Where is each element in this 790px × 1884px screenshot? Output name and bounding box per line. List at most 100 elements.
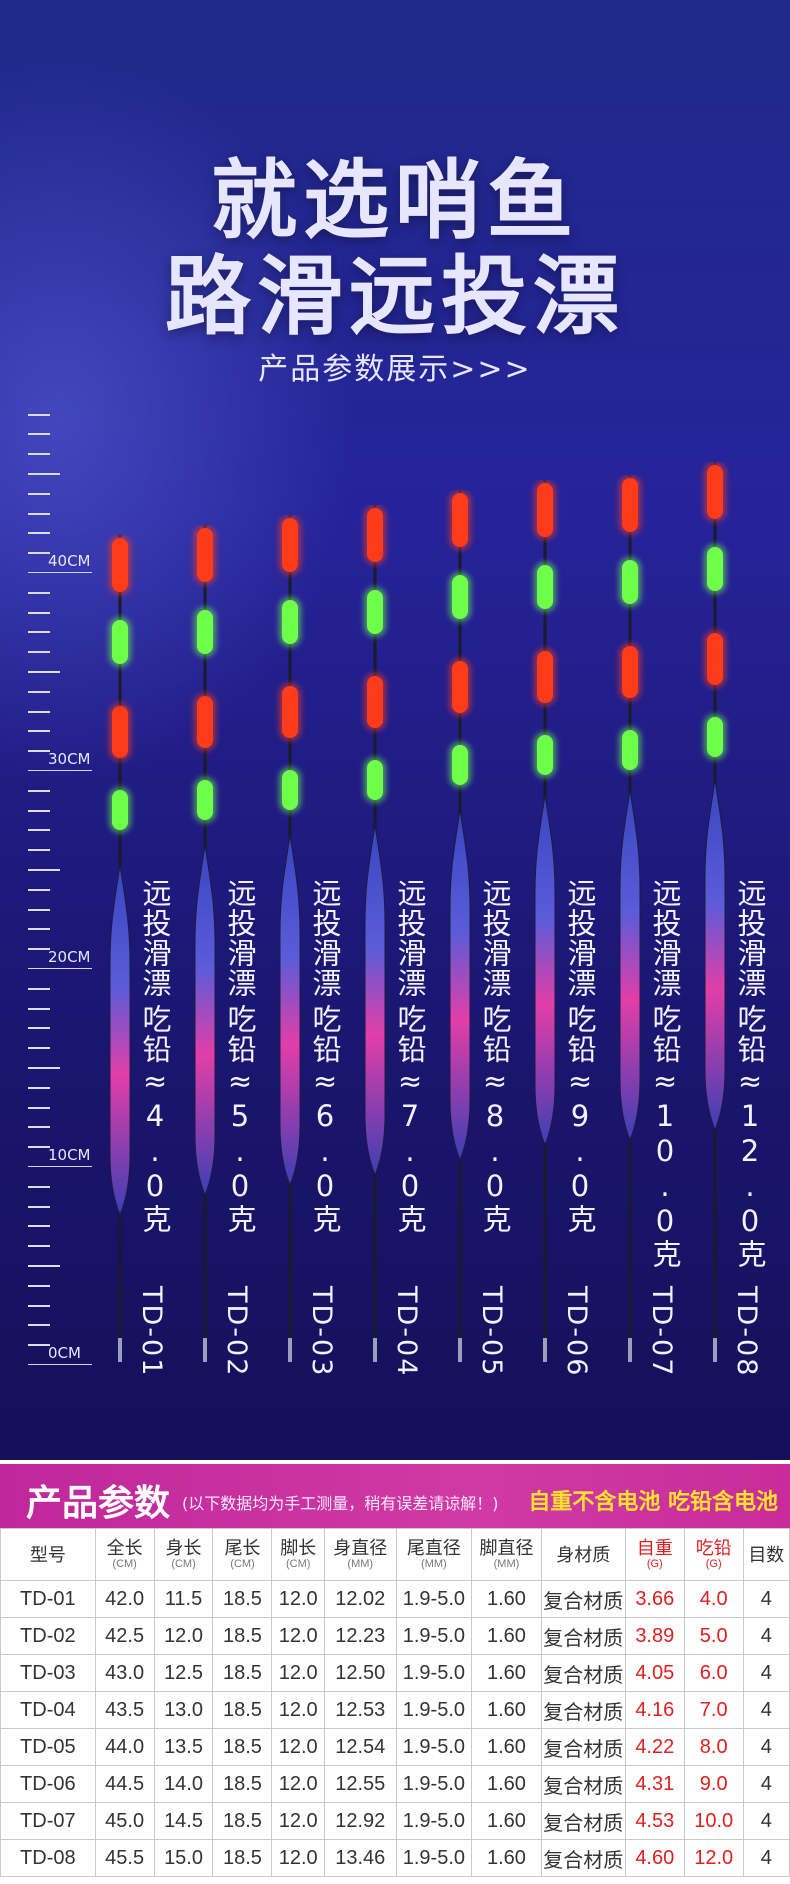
table-row: TD-06 44.5 14.0 18.5 12.0 12.55 1.9-5.0 1.60 复合材… (0, 1765, 790, 1803)
float-name: 远投滑漂 (223, 878, 257, 998)
float-name: 远投滑漂 (138, 878, 172, 998)
table-row: TD-02 42.5 12.0 18.5 12.0 12.23 1.9-5.0 1.60 复合材… (0, 1617, 790, 1655)
table-cell: 18.5 (212, 1617, 273, 1655)
headline-line-2: 路滑远投漂 (165, 247, 625, 347)
table-cell: 18.5 (212, 1728, 273, 1766)
table-cell: TD-04 (0, 1691, 96, 1729)
length-ruler: 40CM 30CM 20CM 10CM 0CM (0, 0, 110, 1460)
float-name: 远投滑漂 (648, 878, 682, 998)
table-cell: 18.5 (212, 1802, 273, 1840)
table-header-cell: 目数 (742, 1528, 790, 1581)
table-cell: 复合材质 (540, 1839, 626, 1877)
ruler-tick (28, 492, 50, 495)
ruler-tick (28, 1225, 50, 1228)
ruler-label-20: 20CM (48, 948, 91, 966)
table-cell: 4 (742, 1728, 790, 1766)
table-header-cell: 身材质 (540, 1528, 626, 1581)
ruler-line-30 (28, 770, 92, 771)
ruler-label-40: 40CM (48, 552, 91, 570)
float-name: 远投滑漂 (393, 878, 427, 998)
float-name: 远投滑漂 (733, 878, 767, 998)
ruler-tick (28, 888, 50, 891)
table-cell: 12.55 (323, 1765, 397, 1803)
float-name: 远投滑漂 (308, 878, 342, 998)
table-cell: 4.22 (624, 1728, 685, 1766)
table-cell: 1.60 (471, 1691, 542, 1729)
table-cell: 45.0 (94, 1802, 155, 1840)
table-cell: 13.0 (153, 1691, 214, 1729)
table-cell: TD-02 (0, 1617, 96, 1655)
float-lead-weight: 吃铅≈5.0克 (223, 1004, 257, 1234)
table-cell: 12.23 (323, 1617, 397, 1655)
ruler-tick (28, 1324, 50, 1327)
table-cell: 4 (742, 1765, 790, 1803)
ruler-label-30: 30CM (48, 750, 91, 768)
table-row: TD-01 42.0 11.5 18.5 12.0 12.02 1.9-5.0 1.60 复合材… (0, 1580, 790, 1618)
weight-note: 自重不含电池 吃铅含电池 (528, 1490, 778, 1515)
ruler-tick (28, 809, 50, 812)
table-cell: 1.60 (471, 1654, 542, 1692)
float-name: 远投滑漂 (563, 878, 597, 998)
float-model-code: TD-07 (646, 1286, 677, 1378)
table-cell: 1.9-5.0 (395, 1691, 473, 1729)
float-model-code: TD-02 (221, 1286, 252, 1378)
table-cell: 43.5 (94, 1691, 155, 1729)
table-cell: 42.0 (94, 1580, 155, 1618)
ruler-tick (28, 651, 50, 654)
table-cell: 9.0 (683, 1765, 744, 1803)
float-illustration (619, 475, 641, 1362)
table-cell: 4.0 (683, 1580, 744, 1618)
table-cell: 18.5 (212, 1765, 273, 1803)
table-cell: 4.53 (624, 1802, 685, 1840)
ruler-tick (28, 710, 50, 713)
ruler-tick (28, 1086, 50, 1089)
table-cell: 1.9-5.0 (395, 1765, 473, 1803)
table-cell: 复合材质 (540, 1691, 626, 1729)
ruler-tick (28, 948, 50, 951)
table-cell: 3.66 (624, 1580, 685, 1618)
table-cell: 8.0 (683, 1728, 744, 1766)
table-cell: 1.9-5.0 (395, 1617, 473, 1655)
table-row: TD-08 45.5 15.0 18.5 12.0 13.46 1.9-5.0 1.60 复合材… (0, 1839, 790, 1877)
ruler-line-10 (28, 1166, 92, 1167)
params-table: 型号 全长 (CM) 身长 (CM) 尾长 (CM) 脚长 (CM) 身直径 (MM) 尾直径 (MM)… (0, 1528, 790, 1877)
table-cell: 6.0 (683, 1654, 744, 1692)
table-cell: 复合材质 (540, 1654, 626, 1692)
table-cell: 4 (742, 1580, 790, 1618)
table-cell: TD-06 (0, 1765, 96, 1803)
table-cell: 18.5 (212, 1580, 273, 1618)
table-cell: 12.53 (323, 1691, 397, 1729)
float-illustration (449, 490, 471, 1362)
table-cell: 45.5 (94, 1839, 155, 1877)
table-cell: 3.89 (624, 1617, 685, 1655)
table-body: TD-01 42.0 11.5 18.5 12.0 12.02 1.9-5.0 1.60 复合材… (0, 1580, 790, 1877)
table-header-row: 型号 全长 (CM) 身长 (CM) 尾长 (CM) 脚长 (CM) 身直径 (MM) 尾直径 (MM)… (0, 1528, 790, 1581)
table-cell: 1.60 (471, 1617, 542, 1655)
ruler-tick (28, 690, 50, 693)
table-cell: 4 (742, 1691, 790, 1729)
float-illustration (364, 505, 386, 1362)
table-cell: TD-03 (0, 1654, 96, 1692)
float-name: 远投滑漂 (478, 878, 512, 998)
table-cell: 4 (742, 1617, 790, 1655)
table-cell: 5.0 (683, 1617, 744, 1655)
table-cell: 12.5 (153, 1654, 214, 1692)
table-cell: 14.5 (153, 1802, 214, 1840)
float-model-code: TD-06 (561, 1286, 592, 1378)
table-cell: 12.0 (153, 1617, 214, 1655)
table-cell: 18.5 (212, 1691, 273, 1729)
headline-line-1: 就选哨鱼 (211, 151, 579, 251)
table-cell: 18.5 (212, 1839, 273, 1877)
table-cell: 10.0 (683, 1802, 744, 1840)
ruler-tick (28, 849, 50, 852)
ruler-tick (28, 671, 60, 673)
ruler-line-40 (28, 572, 92, 573)
table-cell: 12.0 (683, 1839, 744, 1877)
float-illustration (534, 480, 556, 1362)
ruler-tick (28, 413, 50, 416)
table-cell: 1.9-5.0 (395, 1654, 473, 1692)
hero-banner: 就选哨鱼 路滑远投漂 产品参数展示>>> 40CM 30CM 20CM 10CM… (0, 0, 790, 1460)
table-header-cell: 吃铅 (G) (683, 1528, 744, 1581)
float-lead-weight: 吃铅≈12.0克 (733, 1004, 767, 1269)
table-cell: TD-01 (0, 1580, 96, 1618)
